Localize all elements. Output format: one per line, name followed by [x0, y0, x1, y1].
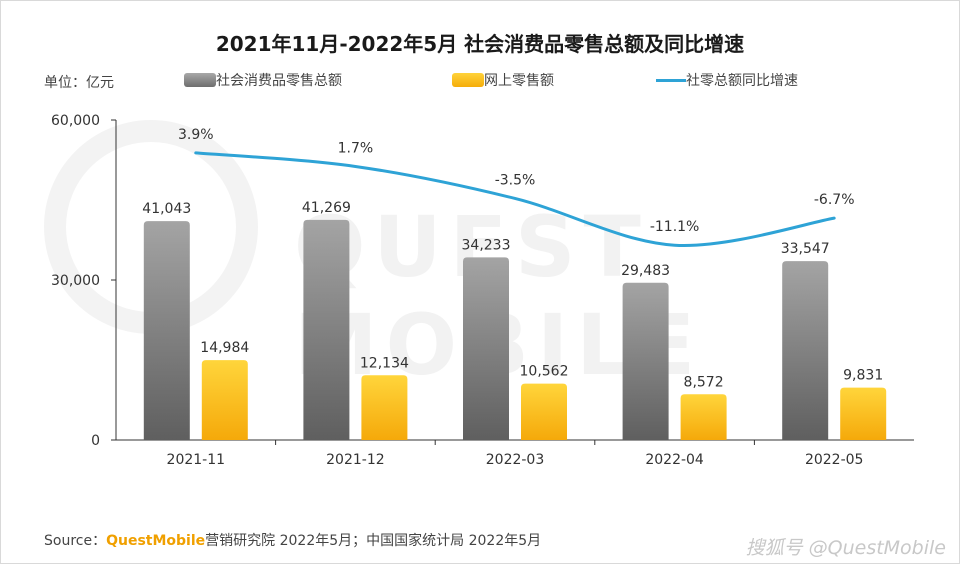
data-label-total-retail: 41,269 [302, 200, 351, 216]
data-label-total-retail: 34,233 [462, 237, 511, 253]
source-prefix: Source： [44, 533, 107, 549]
legend-item-total-retail: 社会消费品零售总额 [184, 70, 342, 90]
sohu-credit: 搜狐号 @QuestMobile [745, 537, 946, 559]
data-label-growth-rate: 1.7% [338, 140, 374, 156]
data-label-growth-rate: 3.9% [178, 127, 214, 143]
x-tick-label: 2022-04 [645, 452, 704, 468]
bar-online-retail [680, 394, 727, 440]
data-label-online-retail: 8,572 [684, 374, 724, 390]
bar-online-retail [840, 387, 887, 440]
legend-label-online-retail: 网上零售额 [484, 73, 554, 89]
legend-label-growth-rate: 社零总额同比增速 [686, 73, 798, 89]
legend-swatch-growth-rate [656, 78, 686, 82]
data-label-online-retail: 9,831 [843, 368, 883, 384]
legend-label-total-retail: 社会消费品零售总额 [216, 73, 342, 89]
data-label-total-retail: 33,547 [781, 241, 830, 257]
bar-total-retail [782, 261, 829, 440]
bar-total-retail [143, 221, 190, 440]
data-label-online-retail: 14,984 [200, 340, 249, 356]
data-label-total-retail: 41,043 [142, 201, 191, 217]
bar-online-retail [521, 383, 567, 440]
bar-online-retail [361, 375, 408, 440]
growth-rate-line [194, 151, 836, 247]
source-text: 营销研究院 2022年5月；中国国家统计局 2022年5月 [205, 533, 542, 549]
bar-total-retail [463, 257, 509, 440]
data-label-growth-rate: -6.7% [814, 192, 855, 208]
legend-item-growth-rate: 社零总额同比增速 [656, 70, 798, 90]
source-brand: QuestMobile [106, 533, 206, 549]
data-label-growth-rate: -3.5% [495, 172, 536, 188]
data-label-total-retail: 29,483 [621, 263, 670, 279]
bar-total-retail [622, 282, 669, 440]
y-tick-label: 0 [91, 433, 100, 449]
x-tick-label: 2021-12 [326, 452, 385, 468]
x-tick-label: 2021-11 [167, 452, 226, 468]
x-tick-label: 2022-03 [486, 452, 545, 468]
data-label-online-retail: 10,562 [520, 364, 569, 380]
chart-title: 2021年11月-2022年5月 社会消费品零售总额及同比增速 [215, 32, 745, 56]
x-tick-label: 2022-05 [805, 452, 864, 468]
source-note: Source：QuestMobile营销研究院 2022年5月；中国国家统计局 … [44, 530, 541, 550]
legend-swatch-online-retail [452, 73, 484, 87]
legend-swatch-total-retail [184, 73, 216, 87]
unit-label: 单位：亿元 [44, 75, 114, 91]
data-label-online-retail: 12,134 [360, 355, 409, 371]
bar-total-retail [303, 219, 350, 440]
bar-online-retail [201, 360, 248, 440]
y-tick-label: 60,000 [51, 113, 100, 129]
legend-item-online-retail: 网上零售额 [452, 70, 554, 90]
data-label-growth-rate: -11.1% [650, 219, 700, 235]
y-tick-label: 30,000 [51, 273, 100, 289]
